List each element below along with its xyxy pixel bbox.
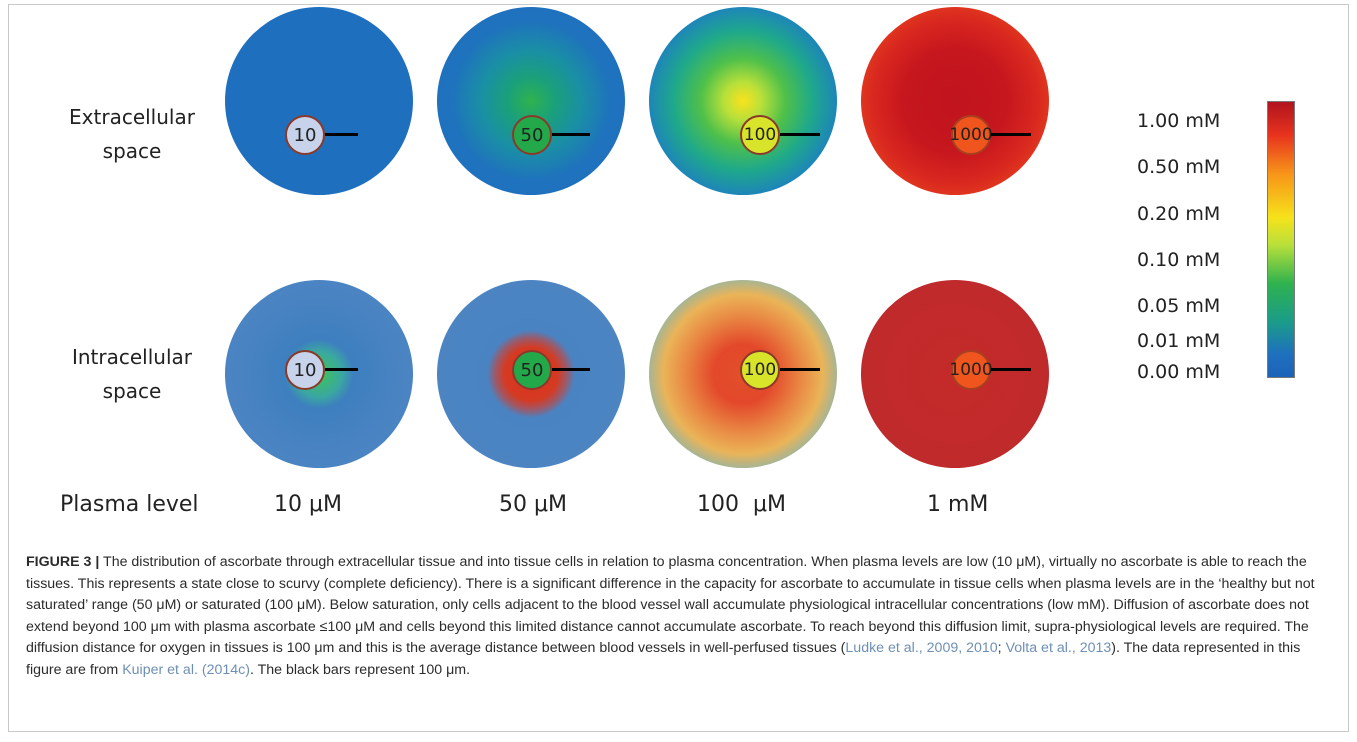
scale-bar — [780, 133, 820, 136]
scale-bar — [991, 368, 1031, 371]
caption-text: The distribution of ascorbate through ex… — [26, 554, 1315, 657]
scale-bar — [780, 368, 820, 371]
extracellular-disc-1000 — [861, 7, 1049, 195]
legend-tick: 0.01 mM — [1137, 330, 1221, 352]
legend-tick: 0.20 mM — [1137, 203, 1221, 225]
caption-text: . The black bars represent 100 μm. — [249, 661, 471, 678]
vessel-label-50: 50 — [512, 115, 552, 155]
plasma-level-50: 50 μM — [499, 492, 567, 517]
vessel-label-100: 100 — [740, 115, 780, 155]
plasma-level-1mm: 1 mM — [927, 492, 989, 517]
extracellular-disc-10 — [225, 7, 413, 195]
plasma-level-label: Plasma level — [60, 492, 199, 517]
color-scale-bar — [1267, 101, 1295, 378]
legend-tick: 0.00 mM — [1137, 361, 1221, 383]
legend-tick: 0.10 mM — [1137, 249, 1221, 271]
figure-frame — [8, 4, 1349, 732]
plasma-level-10: 10 μM — [274, 492, 342, 517]
vessel-label-10: 10 — [285, 350, 325, 390]
scale-bar — [991, 133, 1031, 136]
scale-bar — [325, 133, 358, 136]
row-label-extracellular: Extracellular space — [69, 105, 195, 163]
scale-bar — [325, 368, 358, 371]
vessel-label-1000: 1000 — [949, 115, 993, 155]
caption-text: ). The data represented in this figure a… — [26, 640, 1301, 678]
vessel-label-10: 10 — [285, 115, 325, 155]
figure-panel: Extracellular space Intracellular space … — [60, 7, 1295, 517]
vessel-label-1000: 1000 — [949, 350, 993, 390]
legend-tick: 1.00 mM — [1137, 110, 1221, 132]
plasma-level-100: 100 μM — [697, 492, 786, 517]
scale-bar — [552, 133, 590, 136]
caption-lead: FIGURE 3 | — [26, 554, 100, 570]
vessel-label-100: 100 — [740, 350, 780, 390]
caption-reference-link[interactable]: Kuiper et al. (2014c) — [122, 661, 250, 678]
caption-reference-link[interactable]: Ludke et al., 2009, 2010 — [845, 640, 998, 657]
vessel-label-50: 50 — [512, 350, 552, 390]
legend-tick: 0.50 mM — [1137, 156, 1221, 178]
extracellular-disc-50 — [437, 7, 625, 195]
caption-reference-link[interactable]: Volta et al., 2013 — [1005, 640, 1112, 657]
figure-caption: FIGURE 3 | The distribution of ascorbate… — [26, 552, 1331, 682]
caption-text: ; — [997, 640, 1006, 657]
extracellular-disc-100 — [649, 7, 837, 195]
legend-tick: 0.05 mM — [1137, 295, 1221, 317]
scale-bar — [552, 368, 590, 371]
row-label-intracellular: Intracellular space — [71, 345, 193, 403]
